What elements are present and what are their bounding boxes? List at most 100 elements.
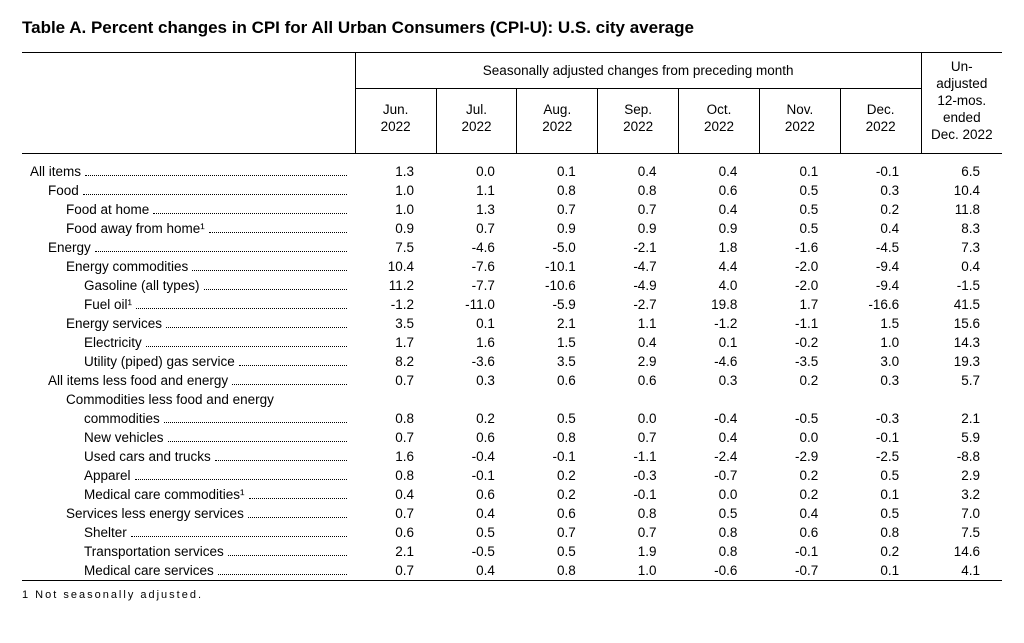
row-label: Utility (piped) gas service — [22, 352, 355, 371]
value-cell: -2.9 — [759, 447, 840, 466]
value-cell: -4.6 — [436, 238, 517, 257]
value-cell: 0.5 — [517, 409, 598, 428]
value-cell: -9.4 — [840, 276, 921, 295]
value-cell: -4.6 — [679, 352, 760, 371]
value-cell: 0.2 — [517, 485, 598, 504]
value-cell: 11.8 — [921, 200, 1002, 219]
row-label: Food — [22, 181, 355, 200]
value-cell: 0.5 — [759, 181, 840, 200]
month-header: Sep.2022 — [598, 89, 679, 154]
value-cell: 0.0 — [436, 162, 517, 181]
value-cell: 4.0 — [679, 276, 760, 295]
value-cell: 0.5 — [840, 504, 921, 523]
value-cell: 1.7 — [759, 295, 840, 314]
value-cell: 0.4 — [679, 428, 760, 447]
value-cell: 0.8 — [679, 523, 760, 542]
value-cell: -5.0 — [517, 238, 598, 257]
value-cell: -3.5 — [759, 352, 840, 371]
month-header: Jun.2022 — [355, 89, 436, 154]
value-cell: -0.5 — [436, 542, 517, 561]
value-cell: -0.1 — [436, 466, 517, 485]
value-cell: -8.8 — [921, 447, 1002, 466]
row-label: All items less food and energy — [22, 371, 355, 390]
value-cell: -0.4 — [679, 409, 760, 428]
value-cell: 0.7 — [598, 428, 679, 447]
value-cell: 1.0 — [598, 561, 679, 581]
value-cell: 0.7 — [355, 561, 436, 581]
value-cell: 2.1 — [517, 314, 598, 333]
value-cell: 0.1 — [436, 314, 517, 333]
month-header: Oct.2022 — [679, 89, 760, 154]
value-cell: 1.6 — [436, 333, 517, 352]
value-cell: 14.3 — [921, 333, 1002, 352]
table-title: Table A. Percent changes in CPI for All … — [22, 18, 1002, 38]
value-cell: 0.5 — [679, 504, 760, 523]
value-cell: 1.0 — [355, 181, 436, 200]
value-cell: -0.2 — [759, 333, 840, 352]
row-label: Fuel oil¹ — [22, 295, 355, 314]
value-cell: 1.6 — [355, 447, 436, 466]
row-label: Gasoline (all types) — [22, 276, 355, 295]
value-cell: -7.6 — [436, 257, 517, 276]
row-label: Medical care commodities¹ — [22, 485, 355, 504]
value-cell: 4.4 — [679, 257, 760, 276]
value-cell: -0.4 — [436, 447, 517, 466]
value-cell: 0.4 — [759, 504, 840, 523]
row-label: All items — [22, 162, 355, 181]
value-cell: 7.5 — [921, 523, 1002, 542]
value-cell: 0.8 — [355, 409, 436, 428]
value-cell: -0.1 — [840, 428, 921, 447]
value-cell: 0.5 — [517, 542, 598, 561]
row-label: Shelter — [22, 523, 355, 542]
value-cell: 0.4 — [679, 162, 760, 181]
value-cell: 1.3 — [355, 162, 436, 181]
value-cell: 2.9 — [598, 352, 679, 371]
row-label: Services less energy services — [22, 504, 355, 523]
value-cell: 0.8 — [355, 466, 436, 485]
value-cell: 7.3 — [921, 238, 1002, 257]
value-cell: -0.5 — [759, 409, 840, 428]
label-column-header — [22, 53, 355, 154]
value-cell: 0.6 — [759, 523, 840, 542]
value-cell: -0.3 — [598, 466, 679, 485]
value-cell: 0.7 — [355, 428, 436, 447]
value-cell: 0.7 — [517, 523, 598, 542]
value-cell: 6.5 — [921, 162, 1002, 181]
value-cell: -11.0 — [436, 295, 517, 314]
value-cell: -0.1 — [517, 447, 598, 466]
value-cell: 1.9 — [598, 542, 679, 561]
value-cell: 0.2 — [840, 200, 921, 219]
value-cell: 15.6 — [921, 314, 1002, 333]
value-cell: 0.1 — [679, 333, 760, 352]
value-cell: -10.6 — [517, 276, 598, 295]
value-cell: 0.6 — [679, 181, 760, 200]
value-cell: 0.4 — [598, 162, 679, 181]
value-cell: 1.5 — [517, 333, 598, 352]
value-cell: 1.1 — [598, 314, 679, 333]
value-cell: -16.6 — [840, 295, 921, 314]
value-cell: 0.6 — [436, 428, 517, 447]
value-cell: -7.7 — [436, 276, 517, 295]
value-cell: 2.1 — [921, 409, 1002, 428]
value-cell: -1.2 — [679, 314, 760, 333]
value-cell: -2.5 — [840, 447, 921, 466]
value-cell: 0.4 — [679, 200, 760, 219]
month-header: Dec.2022 — [840, 89, 921, 154]
value-cell: 0.1 — [840, 561, 921, 581]
value-cell: -1.6 — [759, 238, 840, 257]
row-label: Food at home — [22, 200, 355, 219]
value-cell: -2.7 — [598, 295, 679, 314]
value-cell: -1.2 — [355, 295, 436, 314]
value-cell: -1.5 — [921, 276, 1002, 295]
value-cell: 0.6 — [436, 485, 517, 504]
value-cell: 0.1 — [517, 162, 598, 181]
value-cell: 0.7 — [436, 219, 517, 238]
row-label: Used cars and trucks — [22, 447, 355, 466]
value-cell: 3.5 — [355, 314, 436, 333]
value-cell: 0.4 — [840, 219, 921, 238]
value-cell: 10.4 — [355, 257, 436, 276]
row-label: Transportation services — [22, 542, 355, 561]
value-cell: -0.1 — [840, 162, 921, 181]
row-label: Energy services — [22, 314, 355, 333]
value-cell: 0.7 — [517, 200, 598, 219]
